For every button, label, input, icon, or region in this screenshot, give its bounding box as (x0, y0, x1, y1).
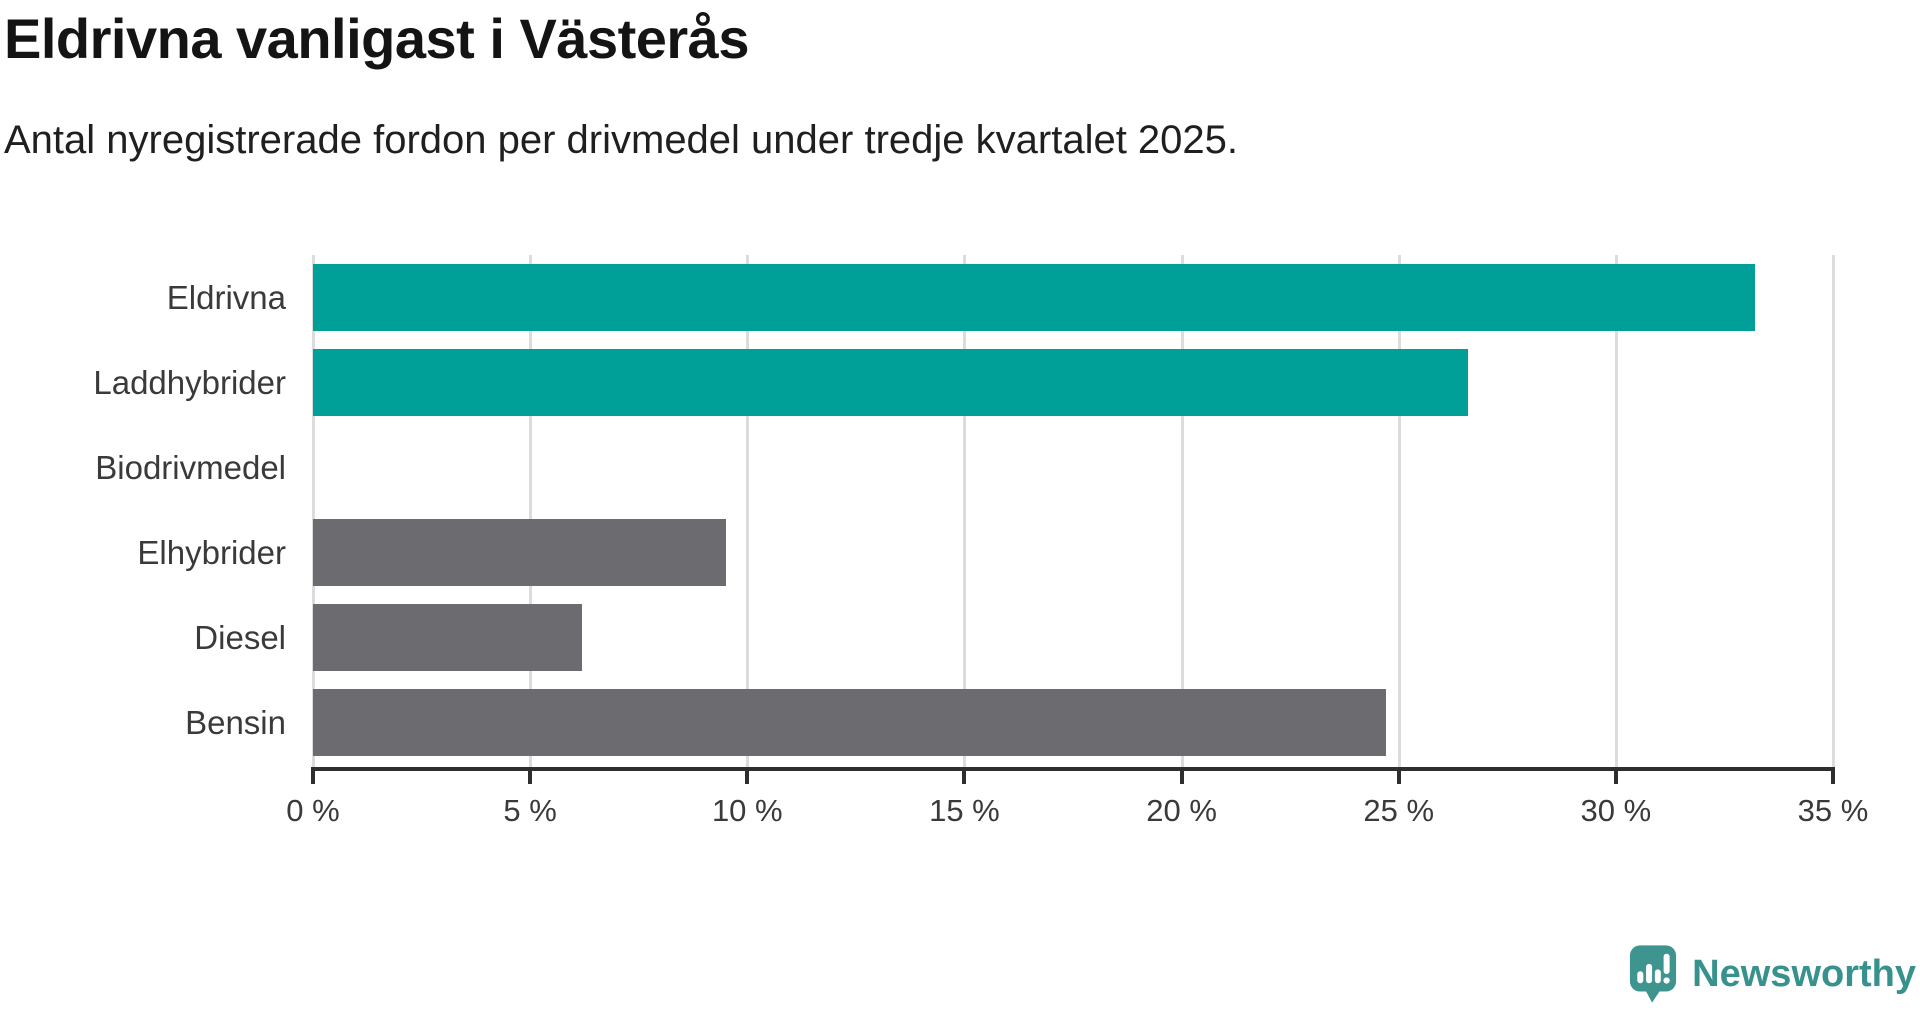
gridline-20 (1180, 255, 1184, 767)
axis-tick-label-30: 30 % (1580, 793, 1652, 828)
newsworthy-speech-bubble-chart-icon (1630, 945, 1677, 1003)
axis-tick-label-0: 0 % (286, 793, 340, 828)
bar-laddhybrider (313, 349, 1469, 416)
axis-tick-35 (1831, 767, 1835, 784)
axis-tick-label-20: 20 % (1146, 793, 1217, 828)
bar-diesel (313, 604, 583, 671)
axis-tick-label-10: 10 % (711, 793, 783, 828)
bar-row-eldrivna: Eldrivna (167, 255, 1833, 340)
category-label: Elhybrider (137, 533, 286, 571)
newsworthy-wordmark: Newsworthy (1692, 952, 1916, 995)
bar-elhybrider (313, 519, 726, 586)
axis-tick-label-25: 25 % (1363, 793, 1435, 828)
category-label: Laddhybrider (93, 363, 286, 401)
axis-tick-label-35: 35 % (1797, 793, 1869, 828)
gridline-25 (1397, 255, 1401, 767)
bar-row-bensin: Bensin (185, 680, 1833, 765)
chart-subtitle: Antal nyregistrerade fordon per drivmede… (4, 118, 1239, 162)
x-axis-line (313, 767, 1835, 771)
axis-tick-0 (311, 767, 315, 784)
axis-tick-label-15: 15 % (929, 793, 1000, 828)
category-label: Eldrivna (166, 278, 286, 316)
bar-row-diesel: Diesel (194, 595, 1833, 680)
bar-chart-plot-area: Eldrivna Laddhybrider Biodrivmedel Elhybrid… (93, 255, 1868, 828)
page-title: Eldrivna vanligast i Västerås (4, 7, 749, 70)
axis-tick-label-5: 5 % (503, 793, 557, 828)
gridline-10 (746, 255, 750, 767)
axis-tick-5 (528, 767, 533, 784)
axis-tick-30 (1613, 767, 1618, 784)
bar-bensin (313, 689, 1386, 756)
gridline-5 (529, 255, 533, 767)
category-label: Biodrivmedel (95, 448, 286, 486)
axis-tick-20 (1179, 767, 1184, 784)
gridline-0 (312, 255, 315, 767)
axis-tick-15 (962, 767, 967, 784)
bar-row-laddhybrider: Laddhybrider (93, 340, 1833, 425)
bar-row-elhybrider: Elhybrider (137, 510, 1833, 595)
bar-row-biodrivmedel: Biodrivmedel (95, 425, 1833, 510)
category-label: Bensin (185, 703, 286, 741)
gridline-30 (1614, 255, 1618, 767)
axis-tick-25 (1396, 767, 1401, 784)
bar-eldrivna (313, 264, 1755, 331)
axis-tick-10 (745, 767, 750, 784)
category-label: Diesel (194, 618, 286, 656)
gridline-15 (963, 255, 967, 767)
newsworthy-logo: Newsworthy (1629, 944, 1916, 1004)
gridline-35 (1832, 255, 1835, 767)
